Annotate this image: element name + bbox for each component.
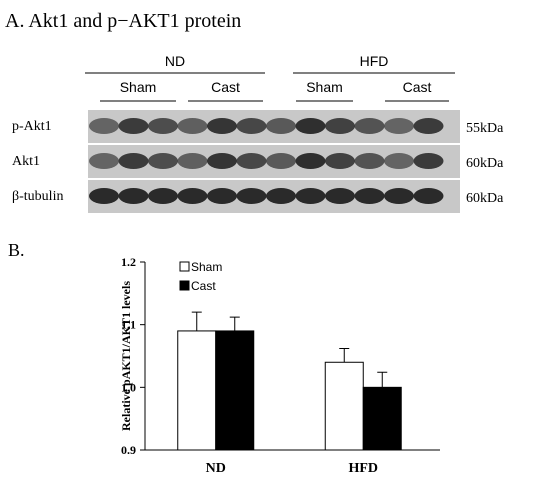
- band: [148, 188, 178, 204]
- band: [413, 188, 444, 204]
- error-bar: [377, 371, 388, 388]
- band: [207, 153, 237, 169]
- legend-label: Sham: [191, 260, 222, 274]
- band: [207, 188, 237, 204]
- band: [295, 188, 326, 204]
- band: [236, 188, 267, 204]
- group-label: ND: [165, 53, 185, 69]
- bar: [177, 330, 217, 451]
- row-size: 60kDa: [466, 156, 504, 171]
- band: [236, 153, 267, 169]
- row-size: 60kDa: [466, 191, 504, 206]
- row-label: p-Akt1: [12, 119, 52, 134]
- panel-b-label: B.: [8, 240, 25, 260]
- band: [148, 153, 178, 169]
- y-tick-label: 1.0: [121, 380, 136, 394]
- y-tick-label: 0.9: [121, 443, 136, 457]
- band: [325, 118, 355, 134]
- band: [325, 153, 355, 169]
- band: [413, 153, 444, 169]
- row-label: β-tubulin: [12, 189, 63, 204]
- group-label: HFD: [360, 53, 389, 69]
- band: [236, 118, 267, 134]
- error-bar: [229, 316, 240, 331]
- bar: [362, 386, 402, 451]
- panel-a-title: A. Akt1 and p−AKT1 protein: [5, 10, 241, 32]
- band: [295, 118, 326, 134]
- error-bar: [191, 311, 202, 331]
- band: [118, 118, 149, 134]
- subgroup-label: Cast: [403, 79, 432, 95]
- legend-swatch: [179, 280, 190, 291]
- band: [325, 188, 355, 204]
- band: [89, 118, 119, 134]
- legend-swatch: [179, 261, 190, 272]
- band: [413, 118, 444, 134]
- bar: [324, 361, 364, 451]
- error-bar: [339, 347, 350, 363]
- band: [177, 153, 208, 169]
- y-axis-label: Relative pAKT1/AKT1 levels: [119, 281, 133, 431]
- x-tick-label: HFD: [348, 461, 378, 476]
- legend-label: Cast: [191, 279, 216, 293]
- bar: [215, 330, 255, 451]
- band: [177, 118, 208, 134]
- band: [384, 188, 414, 204]
- band: [266, 153, 296, 169]
- band: [148, 118, 178, 134]
- band: [354, 153, 385, 169]
- y-tick-label: 1.1: [121, 318, 136, 332]
- band: [118, 153, 149, 169]
- band: [384, 153, 414, 169]
- y-tick-label: 1.2: [121, 255, 136, 269]
- band: [177, 188, 208, 204]
- x-tick-label: ND: [206, 461, 226, 476]
- band: [207, 118, 237, 134]
- band: [89, 188, 119, 204]
- band: [266, 118, 296, 134]
- band: [295, 153, 326, 169]
- band: [354, 118, 385, 134]
- row-size: 55kDa: [466, 121, 504, 136]
- subgroup-label: Cast: [211, 79, 240, 95]
- row-label: Akt1: [12, 154, 40, 169]
- band: [89, 153, 119, 169]
- subgroup-label: Sham: [120, 79, 157, 95]
- band: [118, 188, 149, 204]
- subgroup-label: Sham: [306, 79, 343, 95]
- band: [384, 118, 414, 134]
- band: [354, 188, 385, 204]
- band: [266, 188, 296, 204]
